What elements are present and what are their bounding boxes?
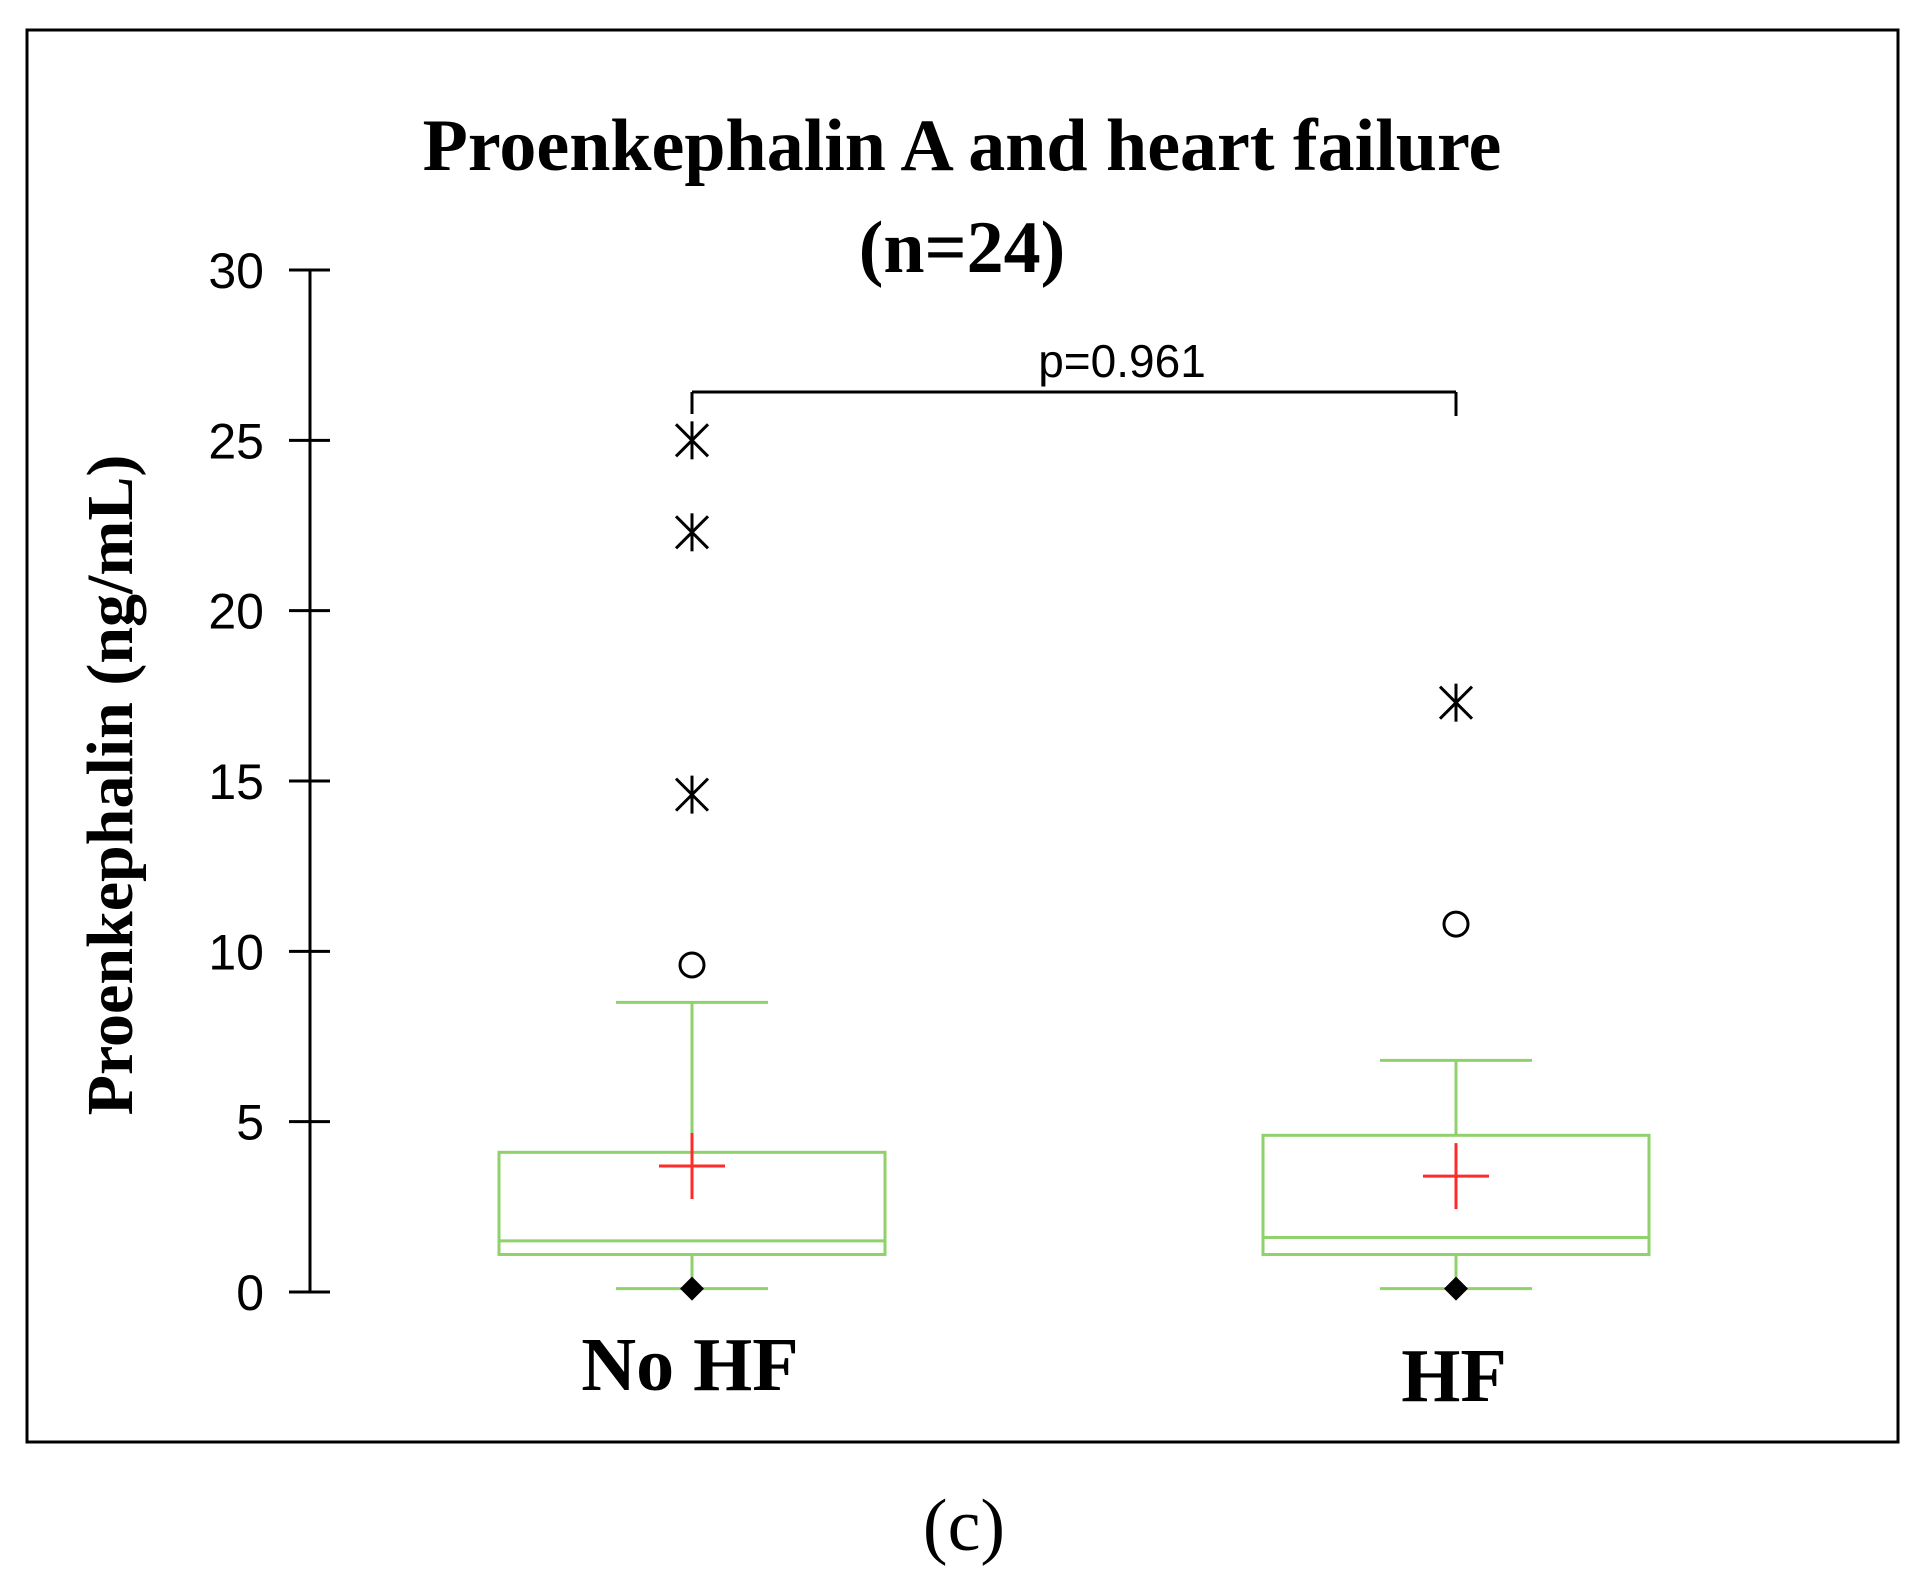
panel-label: (c) [923,1485,1005,1567]
chart-title: Proenkephalin A and heart failure [423,105,1502,187]
plot-area: p=0.961 [497,335,1651,1301]
min-diamond [1444,1276,1468,1301]
y-tick-label: 20 [208,584,264,640]
x-category-label-no-hf: No HF [581,1323,798,1407]
y-tick-label: 5 [236,1095,264,1151]
extreme-outlier-point [674,421,710,460]
chart-subtitle: (n=24) [859,207,1066,289]
box-group-hf [1261,683,1651,1301]
extreme-outlier-point [674,775,710,814]
box-group-no-hf [497,421,887,1301]
y-tick-label: 30 [208,243,264,299]
x-category-label-hf: HF [1401,1334,1507,1418]
extreme-outlier-point [1438,683,1474,722]
y-axis: 0 5 10 15 20 25 30 [208,243,330,1321]
chart-frame [25,28,1900,1444]
p-value-label: p=0.961 [1038,335,1206,387]
y-axis-label: Proenkephalin (ng/mL) [74,455,147,1116]
significance-bracket [690,390,1458,416]
min-diamond [680,1276,704,1301]
outlier-point [678,951,706,979]
y-tick-label: 0 [236,1265,264,1321]
extreme-outlier-point [674,513,710,552]
outlier-point [1442,910,1470,938]
y-tick-label: 15 [208,754,264,810]
y-tick-label: 25 [208,413,264,469]
iqr-box [1261,1133,1651,1257]
y-tick-label: 10 [208,924,264,980]
x-axis-categories: No HF HF [581,1323,1506,1418]
